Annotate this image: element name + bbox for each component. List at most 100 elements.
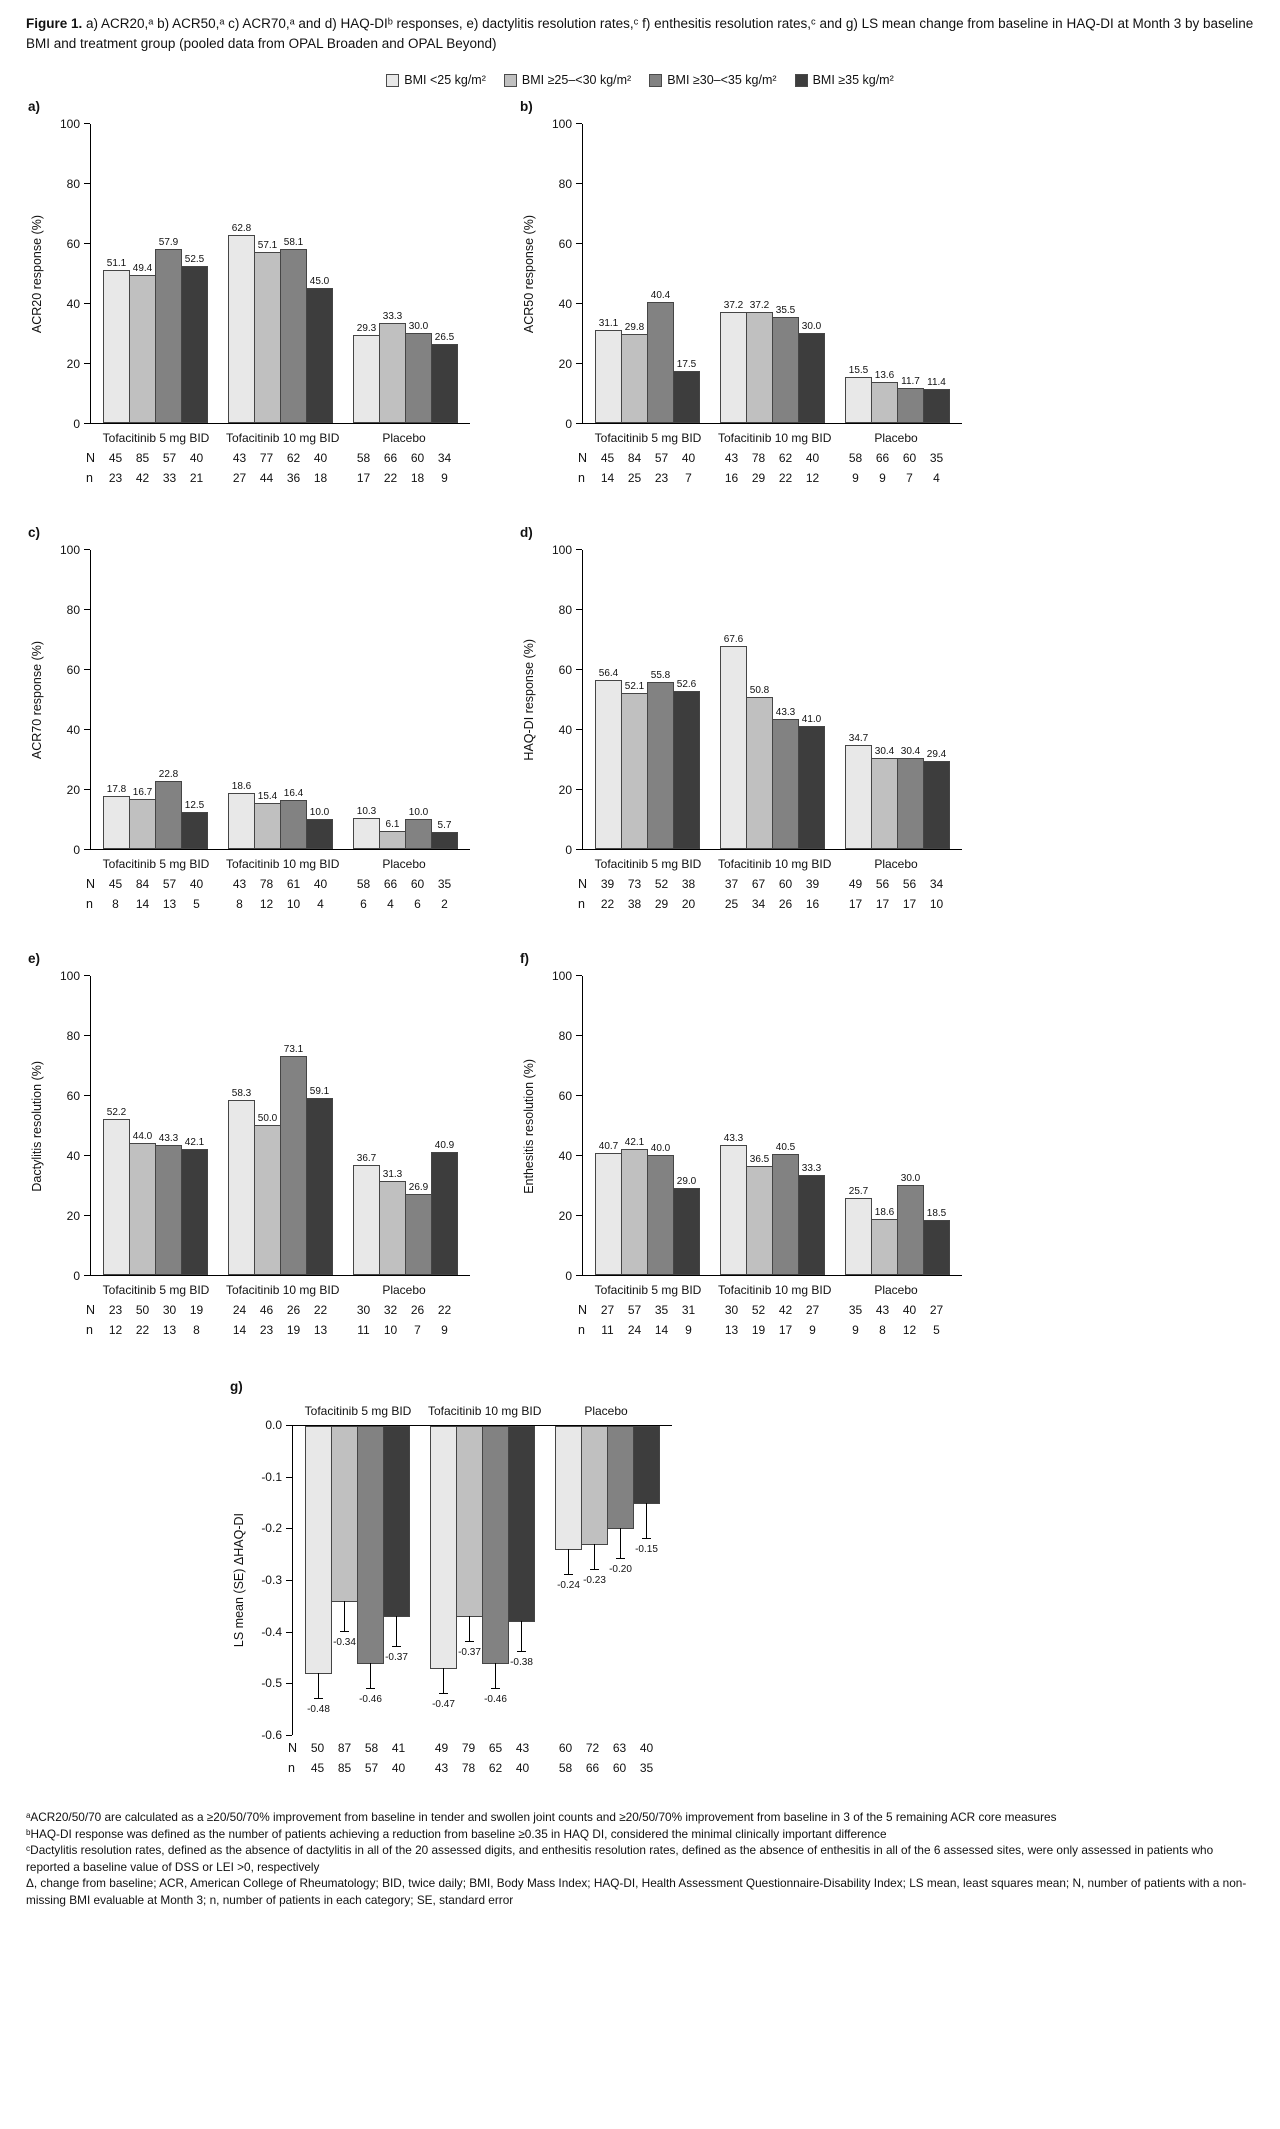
bar-value-label: 29.0 — [676, 1176, 697, 1188]
count-value: 14 — [232, 1323, 247, 1338]
treatment-group-label: Placebo — [874, 857, 918, 872]
count-value: 10 — [286, 897, 301, 912]
legend-label: BMI <25 kg/m² — [404, 73, 486, 88]
bar-a-group3-bmi1: 29.3 — [353, 323, 380, 424]
y-tick-label: 80 — [66, 177, 80, 192]
count-value: 85 — [337, 1761, 352, 1776]
y-tick-mark — [84, 123, 90, 125]
bar-value-label: 45.0 — [309, 276, 330, 288]
table-row-N-f: N 27 57 35 31 30 52 42 27 35 43 40 27 — [518, 1303, 996, 1317]
count-value: 19 — [286, 1323, 301, 1338]
y-tick-mark — [576, 1035, 582, 1037]
bar-a-group2-bmi2: 57.1 — [254, 240, 281, 424]
bar-d-group3-bmi2: 30.4 — [871, 746, 898, 850]
panel-g-container: g) Tofacitinib 5 mg BID Tofacitinib 10 mg … — [26, 1379, 1254, 1775]
count-value: 13 — [724, 1323, 739, 1338]
bar-value-label: 17.5 — [676, 358, 697, 370]
y-axis-title: ACR20 response (%) — [30, 215, 44, 334]
bar-value-label: 59.1 — [309, 1085, 330, 1097]
bar-a-group1-bmi3: 57.9 — [155, 237, 182, 424]
count-value: 58 — [558, 1761, 573, 1776]
y-tick-label: -0.6 — [261, 1728, 282, 1743]
treatment-group-label: Placebo — [382, 431, 426, 446]
count-value: 5 — [933, 1323, 940, 1338]
count-value: 49 — [434, 1741, 449, 1756]
treatment-group-label: Tofacitinib 10 mg BID — [226, 431, 340, 446]
count-value: 12 — [902, 1323, 917, 1338]
y-tick-label: -0.5 — [261, 1676, 282, 1691]
bar-value-label: 31.1 — [598, 317, 619, 329]
y-tick-label: 60 — [558, 237, 572, 252]
count-group: 11 24 14 9 — [594, 1323, 702, 1337]
bar-value-label: 41.0 — [801, 714, 822, 726]
count-value: 7 — [906, 471, 913, 486]
bar-d-group1-bmi2: 52.1 — [621, 681, 648, 850]
count-value: 57 — [162, 451, 177, 466]
y-tick-mark — [84, 243, 90, 245]
count-value: 23 — [259, 1323, 274, 1338]
count-value: 57 — [364, 1761, 379, 1776]
bar-value-label: 30.0 — [408, 321, 429, 333]
count-group: 11 10 7 9 — [350, 1323, 458, 1337]
count-group: 60 72 63 40 — [552, 1741, 660, 1755]
treatment-group-label: Tofacitinib 5 mg BID — [594, 431, 702, 446]
count-value: 60 — [612, 1761, 627, 1776]
panel-g: g) Tofacitinib 5 mg BID Tofacitinib 10 mg … — [228, 1379, 706, 1775]
count-value: 26 — [778, 897, 793, 912]
y-tick-label: 100 — [59, 117, 80, 132]
count-value: 2 — [441, 897, 448, 912]
count-value: 35 — [437, 877, 452, 892]
count-value: 9 — [852, 471, 859, 486]
bar-e-group1-bmi1: 52.2 — [103, 1107, 130, 1276]
figure-page: Figure 1. a) ACR20,ᵃ b) ACR50,ᵃ c) ACR70… — [26, 16, 1254, 1907]
table-row-N-d: N 39 73 52 38 37 67 60 39 49 56 56 34 — [518, 877, 996, 891]
y-tick-label: 0 — [73, 843, 80, 858]
count-value: 40 — [805, 451, 820, 466]
count-value: 25 — [724, 897, 739, 912]
bar-value-label: 40.4 — [650, 289, 671, 301]
y-tick-label: 100 — [551, 543, 572, 558]
count-value: 44 — [259, 471, 274, 486]
count-value: 41 — [391, 1741, 406, 1756]
count-value: 11 — [357, 1323, 370, 1338]
count-group: 12 22 13 8 — [102, 1323, 210, 1337]
y-tick-label: 20 — [66, 783, 80, 798]
bar-b-group1-bmi4: 17.5 — [673, 359, 700, 424]
bar-value-label: 26.9 — [408, 1182, 429, 1194]
count-value: 17 — [875, 897, 890, 912]
y-tick-mark — [84, 1215, 90, 1217]
error-bar — [340, 1600, 349, 1632]
legend-swatch-icon — [503, 73, 517, 87]
count-value: 17 — [848, 897, 863, 912]
bar-value-label: 43.3 — [158, 1133, 179, 1145]
count-value: 35 — [929, 451, 944, 466]
count-value: 60 — [410, 877, 425, 892]
treatment-group-label: Tofacitinib 10 mg BID — [718, 857, 832, 872]
bar-value-label: 52.1 — [624, 680, 645, 692]
y-tick-label: 40 — [66, 1149, 80, 1164]
bar-g-group2-bmi2: -0.37 — [456, 1426, 483, 1658]
bar-c-group2-bmi4: 10.0 — [306, 807, 333, 850]
y-tick-label: 80 — [66, 603, 80, 618]
y-tick-mark — [84, 363, 90, 365]
bar-c-group2-bmi1: 18.6 — [228, 781, 255, 850]
count-value: 60 — [410, 451, 425, 466]
count-value: 58 — [364, 1741, 379, 1756]
bar-value-label: 40.5 — [775, 1141, 796, 1153]
bar-value-label: 15.5 — [848, 364, 869, 376]
count-value: 34 — [751, 897, 766, 912]
table-row-N-e: N 23 50 30 19 24 46 26 22 30 32 26 22 — [26, 1303, 504, 1317]
bar-value-label: 40.0 — [650, 1143, 671, 1155]
figure-title-number: Figure 1. — [26, 16, 83, 31]
y-tick-mark — [576, 363, 582, 365]
plot-area-b: 31.1 29.8 40.4 17.5 37.2 37.2 35.5 30.0 15.5 13.6… — [582, 124, 962, 425]
count-value: 66 — [383, 877, 398, 892]
plot-area-a: 51.1 49.4 57.9 52.5 62.8 57.1 58.1 45.0 29.3 33.3… — [90, 124, 470, 425]
count-value: 40 — [902, 1303, 917, 1318]
plot-area-f: 40.7 42.1 40.0 29.0 43.3 36.5 40.5 33.3 25.7 18.6… — [582, 976, 962, 1277]
y-tick-mark — [84, 729, 90, 731]
count-value: 22 — [135, 1323, 150, 1338]
count-value: 38 — [681, 877, 696, 892]
y-tick-label: 40 — [558, 297, 572, 312]
panel-label-d: d) — [520, 525, 533, 541]
